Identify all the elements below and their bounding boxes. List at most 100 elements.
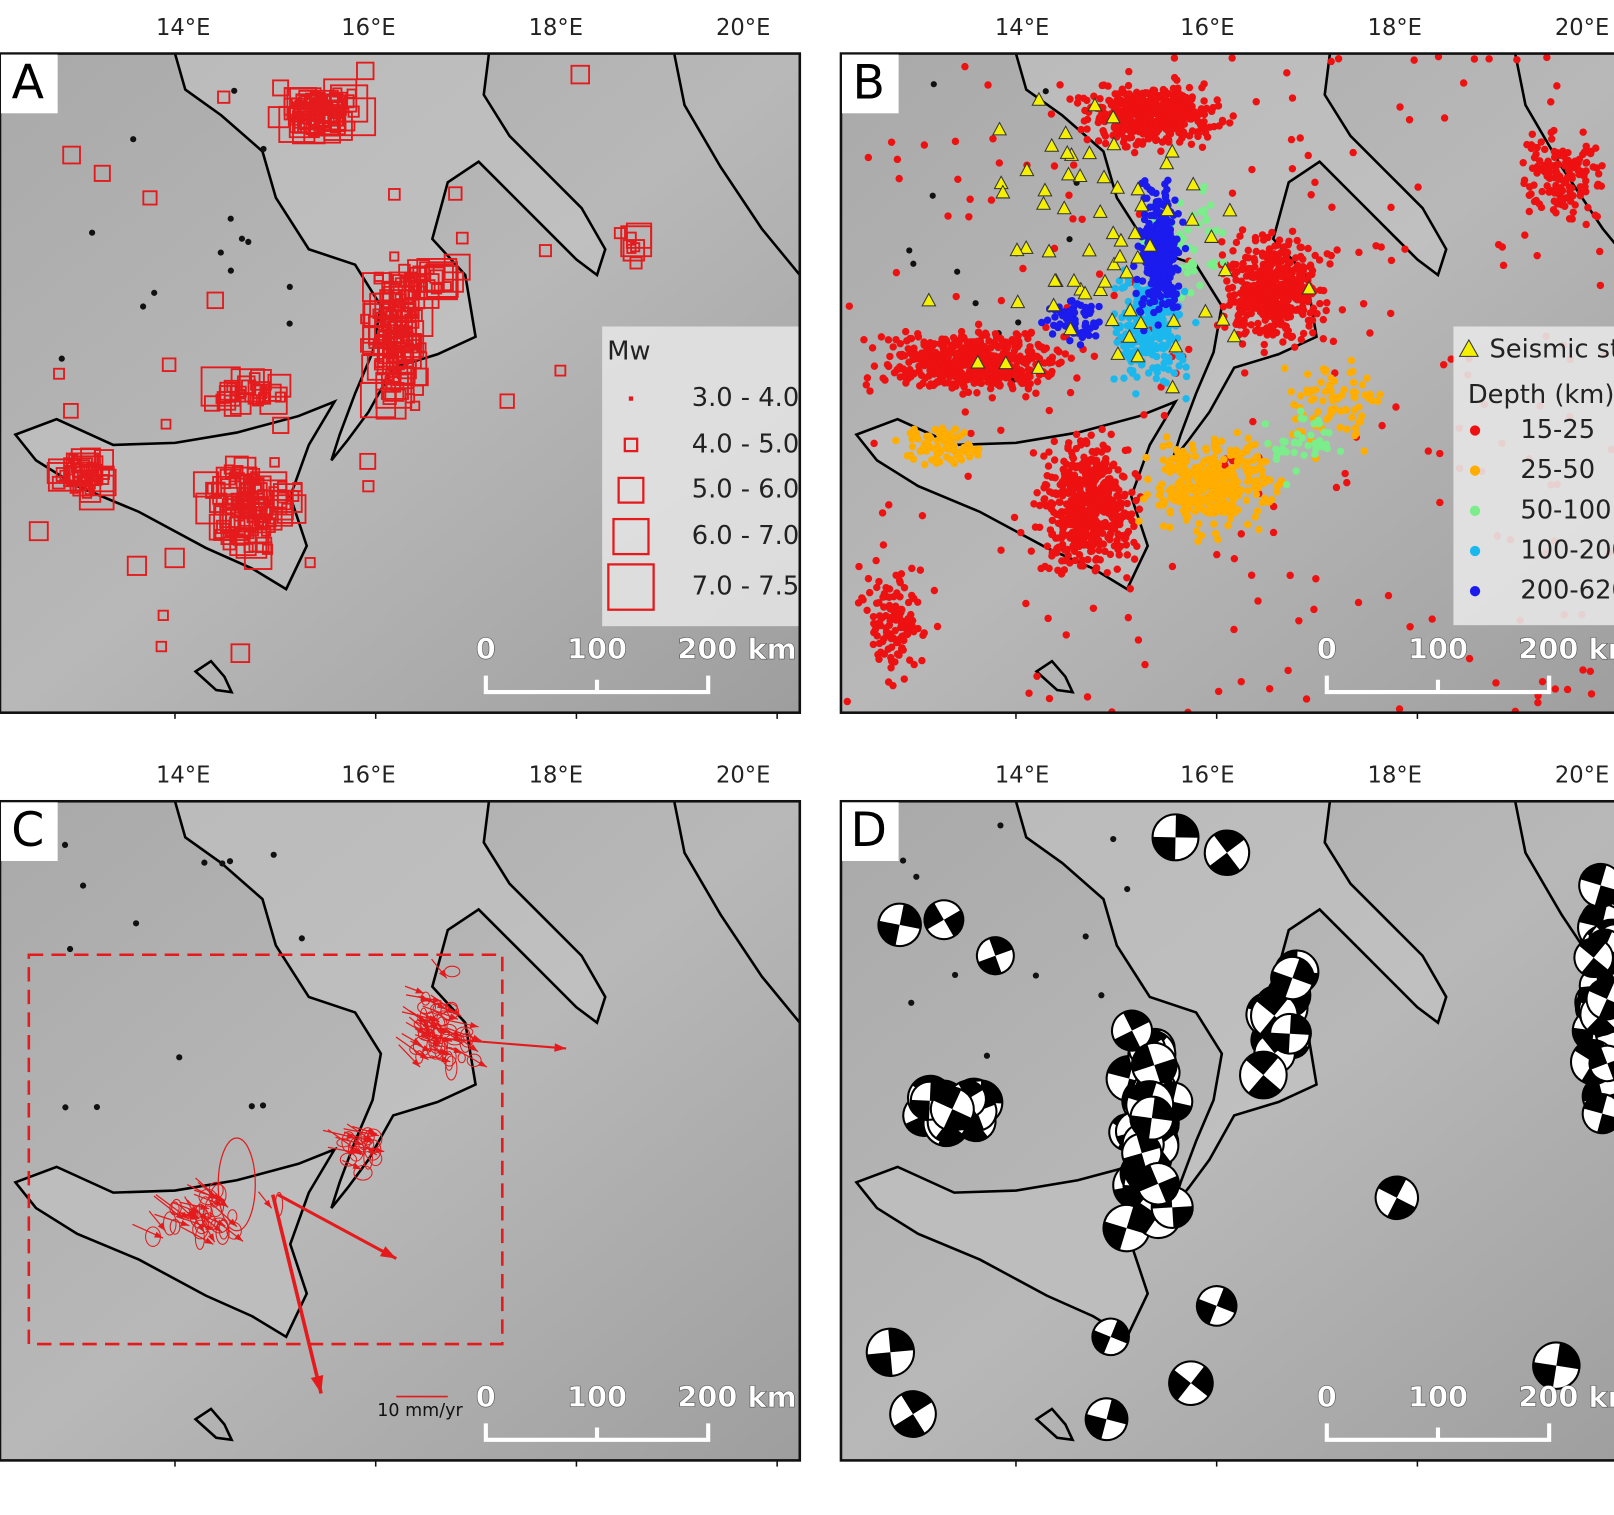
event-dot <box>1131 149 1138 156</box>
event-dot <box>1304 371 1311 378</box>
event-dot <box>1552 685 1559 692</box>
event-dot <box>944 355 951 362</box>
event-dot <box>1533 252 1540 259</box>
event-dot <box>1054 346 1061 353</box>
event-dot <box>1084 693 1091 700</box>
event-dot <box>1165 354 1172 361</box>
event-dot <box>860 336 867 343</box>
event-dot <box>1328 409 1335 416</box>
event-dot <box>1286 572 1293 579</box>
event-dot <box>1406 623 1413 630</box>
event-dot <box>1320 287 1327 294</box>
event-dot <box>915 363 922 370</box>
event-dot <box>1277 249 1284 256</box>
event-dot <box>1188 441 1195 448</box>
event-dot <box>1299 256 1306 263</box>
event-dot <box>1139 277 1146 284</box>
legend-dot <box>1470 586 1480 596</box>
event-dot <box>1207 490 1214 497</box>
event-dot <box>1267 298 1274 305</box>
event-dot <box>1233 239 1240 246</box>
event-dot <box>1140 295 1147 302</box>
event-dot <box>1068 354 1075 361</box>
event-dot <box>927 361 934 368</box>
island <box>906 247 912 253</box>
event-dot <box>1471 55 1478 62</box>
event-dot <box>1075 515 1082 522</box>
event-dot <box>1288 136 1295 143</box>
event-dot <box>1594 213 1601 220</box>
event-dot <box>1200 118 1207 125</box>
event-dot <box>1228 483 1235 490</box>
event-dot <box>1164 177 1171 184</box>
event-dot <box>869 344 876 351</box>
event-dot <box>994 379 1001 386</box>
event-dot <box>1138 361 1145 368</box>
event-dot <box>1170 304 1177 311</box>
event-dot <box>1284 667 1291 674</box>
event-dot <box>894 156 901 163</box>
event-dot <box>1225 285 1232 292</box>
event-dot <box>1096 270 1103 277</box>
event-dot <box>1271 242 1278 249</box>
map-panel: 14°E16°E18°E20°E0100200 kmSeismic statio… <box>840 15 1614 719</box>
event-dot <box>1044 615 1051 622</box>
event-dot <box>1170 492 1177 499</box>
event-dot <box>1251 513 1258 520</box>
event-dot <box>1125 68 1132 75</box>
event-dot <box>1102 140 1109 147</box>
event-dot <box>1125 279 1132 286</box>
event-dot <box>1260 236 1267 243</box>
event-dot <box>1076 476 1083 483</box>
event-dot <box>1085 459 1092 466</box>
event-dot <box>940 342 947 349</box>
event-dot <box>891 627 898 634</box>
event-dot <box>885 594 892 601</box>
event-dot <box>1104 569 1111 576</box>
event-dot <box>977 372 984 379</box>
event-dot <box>1080 541 1087 548</box>
event-dot <box>1162 343 1169 350</box>
event-dot <box>1037 565 1044 572</box>
event-dot <box>1243 460 1250 467</box>
event-dot <box>1153 100 1160 107</box>
island <box>249 1103 255 1109</box>
event-dot <box>1161 230 1168 237</box>
event-dot <box>1227 447 1234 454</box>
event-dot <box>1581 183 1588 190</box>
event-dot <box>1179 493 1186 500</box>
event-dot <box>1553 82 1560 89</box>
event-dot <box>1170 85 1177 92</box>
event-dot <box>1251 441 1258 448</box>
event-dot <box>1147 212 1154 219</box>
event-dot <box>1387 204 1394 211</box>
event-dot <box>1230 112 1237 119</box>
event-dot <box>1436 450 1443 457</box>
panel-letter: A <box>12 55 44 110</box>
event-dot <box>1135 138 1142 145</box>
event-dot <box>1100 481 1107 488</box>
event-dot <box>1019 265 1026 272</box>
event-dot <box>1308 396 1315 403</box>
event-dot <box>1245 247 1252 254</box>
event-dot <box>1252 237 1259 244</box>
event-dot <box>1378 422 1385 429</box>
event-dot <box>921 461 928 468</box>
event-dot <box>1198 108 1205 115</box>
event-dot <box>1185 103 1192 110</box>
event-dot <box>1208 108 1215 115</box>
event-dot <box>1596 248 1603 255</box>
event-dot <box>1084 136 1091 143</box>
event-dot <box>1077 341 1084 348</box>
event-dot <box>1207 201 1214 208</box>
event-dot <box>1350 379 1357 386</box>
event-dot <box>1564 686 1571 693</box>
panel-letter: B <box>853 55 885 110</box>
event-dot <box>1151 281 1158 288</box>
event-dot <box>910 627 917 634</box>
event-dot <box>1577 192 1584 199</box>
island <box>218 249 224 255</box>
event-dot <box>875 656 882 663</box>
event-dot <box>1028 329 1035 336</box>
event-dot <box>1171 196 1178 203</box>
